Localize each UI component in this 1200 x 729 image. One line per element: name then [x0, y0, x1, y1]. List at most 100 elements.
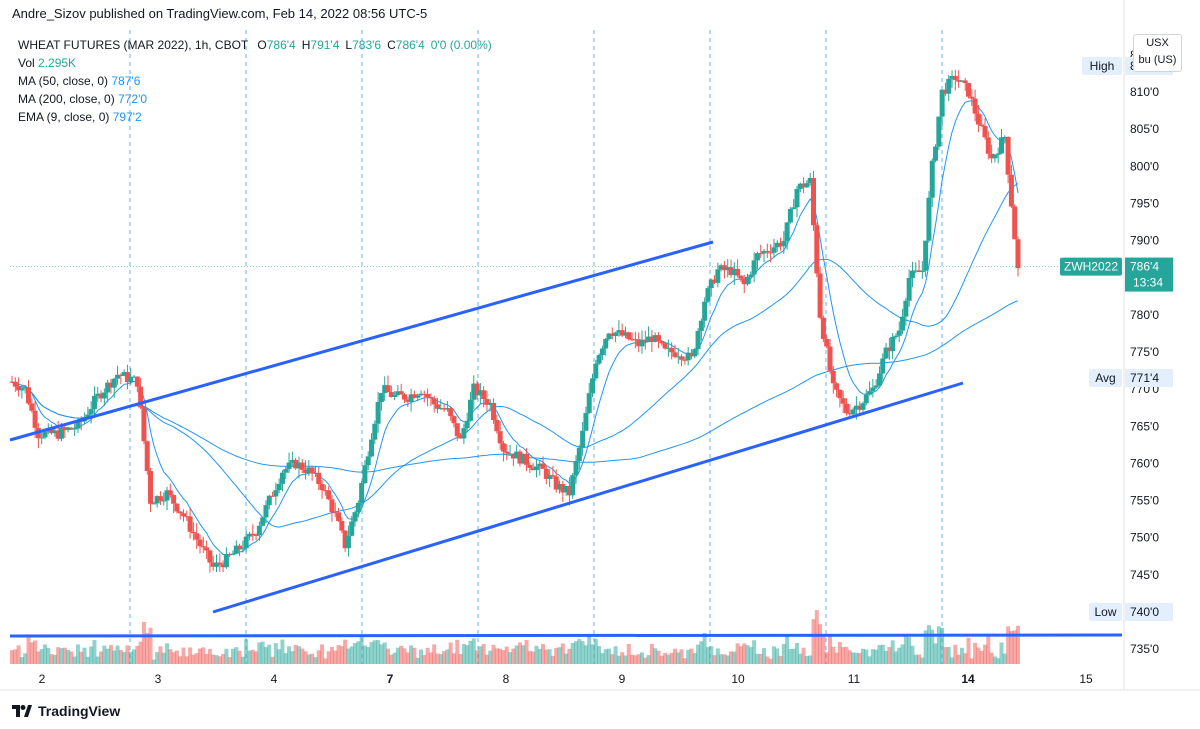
candle-body	[72, 428, 78, 430]
candle-body	[141, 407, 147, 442]
candle-body	[296, 462, 302, 469]
candle-body	[434, 404, 440, 409]
currency-selector[interactable]: USX bu (US)	[1133, 34, 1182, 72]
volume-bar	[590, 644, 595, 664]
candle-body	[540, 463, 546, 469]
volume-bar	[273, 643, 278, 664]
candle-body	[227, 554, 233, 556]
candle-body	[49, 427, 55, 434]
candle-body	[75, 420, 81, 429]
candle-body	[949, 76, 955, 79]
symbol-title[interactable]: WHEAT FUTURES (MAR 2022), 1h, CBOT	[18, 38, 249, 52]
candle-body	[537, 463, 543, 467]
candle-body	[827, 346, 833, 371]
candle-body	[111, 378, 117, 388]
volume-bar	[461, 644, 466, 664]
volume-bar	[600, 653, 605, 664]
time-tick-label: 3	[155, 672, 162, 686]
volume-bar	[415, 657, 420, 664]
candle-body	[735, 268, 741, 276]
volume-bar	[66, 649, 71, 664]
candle-body	[830, 370, 836, 384]
volume-bar	[442, 651, 447, 664]
candle-body	[342, 530, 348, 549]
candle-body	[705, 288, 711, 302]
candle-body	[550, 475, 556, 477]
volume-bar	[959, 647, 964, 664]
volume-bar	[923, 630, 928, 664]
candle-body	[329, 499, 335, 513]
price-tick-label: 760'0	[1130, 456, 1159, 470]
volume-bar	[399, 645, 404, 664]
volume-bar	[712, 655, 717, 664]
candle-body	[283, 469, 289, 473]
candle-body	[758, 253, 764, 255]
lower-trendline[interactable]	[212, 381, 964, 614]
volume-bar	[494, 648, 499, 664]
volume-bar	[174, 650, 179, 664]
vol-row[interactable]: Vol 2.295K	[18, 54, 492, 72]
candle-body	[138, 386, 144, 408]
candle-body	[25, 387, 31, 404]
ema-row[interactable]: EMA (9, close, 0) 797'2	[18, 108, 492, 126]
low-tag-label-bg	[1089, 603, 1122, 621]
candle-body	[576, 447, 582, 462]
volume-bar	[280, 639, 285, 664]
volume-bar	[62, 647, 67, 664]
volume-bar	[1016, 625, 1020, 664]
volume-bar	[369, 642, 374, 664]
candle-body	[919, 270, 925, 273]
volume-bar	[26, 636, 31, 664]
volume-bar	[851, 652, 856, 664]
volume-bar	[884, 650, 889, 664]
volume-bar	[300, 648, 305, 664]
volume-bar	[10, 650, 14, 664]
candle-body	[517, 451, 523, 464]
candle-body	[375, 401, 381, 424]
candle-body	[916, 270, 922, 273]
candle-body	[609, 333, 615, 337]
volume-bar	[349, 646, 354, 664]
volume-bar	[484, 654, 489, 664]
volume-bar	[112, 650, 117, 664]
volume-bar	[151, 659, 156, 664]
tradingview-logo-icon	[12, 705, 32, 717]
candle-body	[500, 443, 506, 452]
volume-bar	[184, 656, 189, 664]
volume-bar	[567, 648, 572, 664]
candle-body	[428, 397, 434, 399]
volume-bar	[857, 653, 862, 664]
candle-body	[29, 403, 35, 411]
volume-bar	[72, 656, 77, 664]
volume-bar	[646, 655, 651, 664]
volume-bar	[366, 647, 371, 664]
upper-trendline[interactable]	[9, 240, 714, 442]
volume-bar	[56, 647, 61, 664]
publish-header: Andre_Sizov published on TradingView.com…	[12, 6, 428, 21]
candle-body	[497, 431, 503, 444]
ma200-row[interactable]: MA (200, close, 0) 772'0	[18, 90, 492, 108]
candle-body	[682, 359, 688, 361]
candle-body	[840, 398, 846, 404]
volume-bar	[537, 648, 542, 664]
volume-bar	[42, 644, 47, 664]
volume-bar	[943, 647, 948, 664]
symbol-row: WHEAT FUTURES (MAR 2022), 1h, CBOT O786'…	[18, 36, 492, 54]
volume-bar	[864, 649, 869, 664]
horizontal-support-line[interactable]	[9, 633, 1123, 638]
countdown-value: 13:34	[1133, 276, 1163, 290]
volume-bar	[686, 649, 691, 664]
candle-body	[778, 242, 784, 247]
candle-body	[926, 197, 932, 241]
volume-bar	[148, 627, 153, 664]
candle-body	[969, 96, 975, 99]
candle-body	[876, 373, 882, 386]
candle-body	[731, 268, 737, 276]
ma50-row[interactable]: MA (50, close, 0) 787'6	[18, 72, 492, 90]
candle-body	[646, 336, 652, 343]
volume-bar	[188, 647, 193, 664]
volume-bar	[554, 648, 559, 664]
volume-bar	[36, 651, 41, 664]
candle-body	[220, 564, 226, 568]
